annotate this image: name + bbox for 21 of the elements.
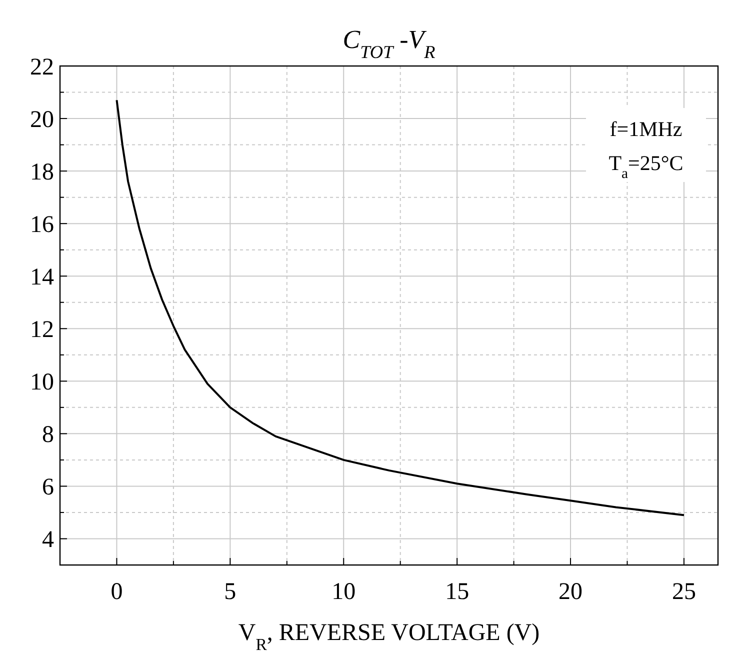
x-tick-label: 10 bbox=[332, 579, 356, 605]
y-tick-label: 8 bbox=[42, 422, 54, 448]
x-tick-label: 25 bbox=[672, 579, 696, 605]
x-axis-title: V$_{R}$, REVERSE VOLTAGE (V) bbox=[238, 620, 540, 654]
x-tick-label: 5 bbox=[224, 579, 236, 605]
y-tick-label: 20 bbox=[30, 106, 54, 133]
y-tick-label: 6 bbox=[42, 474, 54, 501]
y-tick-label: 10 bbox=[30, 370, 54, 396]
y-tick-label: 4 bbox=[42, 527, 54, 554]
annotation: f=1MHz bbox=[610, 117, 682, 141]
y-tick-label: 16 bbox=[30, 212, 54, 238]
x-tick-label: 20 bbox=[558, 579, 583, 605]
annotation: T$_{a}$=25°C bbox=[608, 151, 684, 182]
x-tick-label: 0 bbox=[110, 579, 123, 605]
chart-title: C$_{TOT}$ -V$_{R}$ bbox=[342, 25, 436, 62]
line-series bbox=[116, 99, 685, 516]
y-tick-label: 12 bbox=[30, 317, 54, 344]
y-tick-label: 18 bbox=[30, 159, 54, 186]
x-tick-label: 15 bbox=[445, 579, 470, 605]
y-tick-label: 22 bbox=[30, 54, 54, 80]
y-tick-label: 14 bbox=[30, 264, 54, 291]
